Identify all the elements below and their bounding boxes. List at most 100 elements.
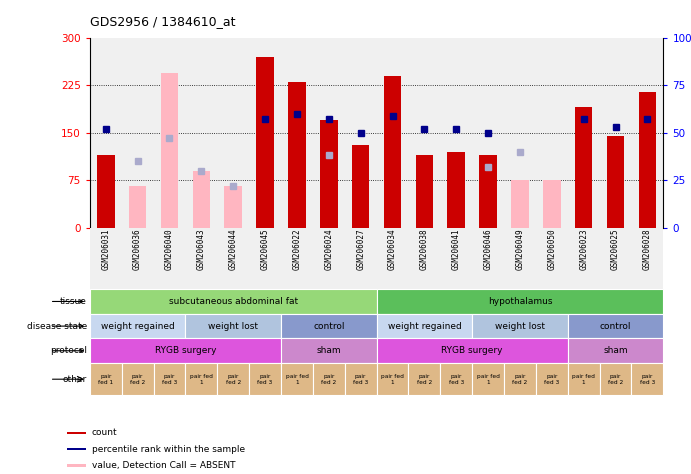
Bar <box>384 76 401 228</box>
Text: count: count <box>92 428 117 438</box>
Bar <box>440 363 472 395</box>
Text: pair
fed 3: pair fed 3 <box>258 374 273 384</box>
Text: GSM206031: GSM206031 <box>102 229 111 270</box>
Text: GSM206038: GSM206038 <box>420 229 429 270</box>
Bar <box>480 155 497 228</box>
Text: pair
fed 2: pair fed 2 <box>512 374 528 384</box>
Bar <box>129 186 146 228</box>
Text: disease state: disease state <box>27 322 87 330</box>
Text: RYGB surgery: RYGB surgery <box>155 346 216 355</box>
Bar <box>90 314 185 338</box>
Text: GSM206046: GSM206046 <box>484 229 493 270</box>
Bar <box>377 314 472 338</box>
Text: pair
fed 3: pair fed 3 <box>448 374 464 384</box>
Text: GDS2956 / 1384610_at: GDS2956 / 1384610_at <box>90 16 236 28</box>
Text: pair fed
1: pair fed 1 <box>381 374 404 384</box>
Bar <box>288 82 305 228</box>
Bar <box>600 363 632 395</box>
Bar <box>568 338 663 363</box>
Text: GSM206024: GSM206024 <box>324 229 333 270</box>
Text: percentile rank within the sample: percentile rank within the sample <box>92 445 245 454</box>
Bar <box>256 57 274 228</box>
Text: GSM206027: GSM206027 <box>356 229 365 270</box>
Text: GSM206041: GSM206041 <box>452 229 461 270</box>
Bar <box>472 314 568 338</box>
Text: pair
fed 2: pair fed 2 <box>225 374 241 384</box>
Bar <box>97 155 115 228</box>
Text: tissue: tissue <box>60 297 87 306</box>
Bar <box>153 363 185 395</box>
Bar <box>185 314 281 338</box>
Bar <box>568 363 600 395</box>
Bar <box>377 338 568 363</box>
Bar <box>193 171 210 228</box>
Bar <box>161 73 178 228</box>
Text: protocol: protocol <box>50 346 87 355</box>
Bar <box>249 363 281 395</box>
Text: GSM206050: GSM206050 <box>547 229 556 270</box>
Bar <box>185 363 217 395</box>
Text: control: control <box>600 322 632 330</box>
Bar <box>68 432 86 434</box>
Text: subcutaneous abdominal fat: subcutaneous abdominal fat <box>169 297 298 306</box>
Text: pair
fed 1: pair fed 1 <box>98 374 113 384</box>
Bar <box>281 314 377 338</box>
Text: GSM206043: GSM206043 <box>197 229 206 270</box>
Text: GSM206049: GSM206049 <box>515 229 524 270</box>
Bar <box>225 186 242 228</box>
Bar <box>511 180 529 228</box>
Bar <box>415 155 433 228</box>
Text: sham: sham <box>603 346 628 355</box>
Text: GSM206045: GSM206045 <box>261 229 269 270</box>
Text: weight lost: weight lost <box>495 322 545 330</box>
Bar <box>638 91 656 228</box>
Text: pair
fed 3: pair fed 3 <box>353 374 368 384</box>
Bar <box>543 180 560 228</box>
Text: GSM206025: GSM206025 <box>611 229 620 270</box>
Text: weight regained: weight regained <box>388 322 462 330</box>
Text: pair fed
1: pair fed 1 <box>572 374 595 384</box>
Text: GSM206036: GSM206036 <box>133 229 142 270</box>
Text: pair fed
1: pair fed 1 <box>477 374 500 384</box>
Text: pair fed
1: pair fed 1 <box>190 374 213 384</box>
Text: GSM206040: GSM206040 <box>165 229 174 270</box>
Text: GSM206022: GSM206022 <box>292 229 301 270</box>
Bar <box>536 363 568 395</box>
Text: weight regained: weight regained <box>101 322 175 330</box>
Text: hypothalamus: hypothalamus <box>488 297 552 306</box>
Bar <box>217 363 249 395</box>
Bar <box>377 363 408 395</box>
Bar <box>377 289 663 314</box>
Text: value, Detection Call = ABSENT: value, Detection Call = ABSENT <box>92 461 235 470</box>
Text: pair
fed 3: pair fed 3 <box>640 374 655 384</box>
Bar <box>90 363 122 395</box>
Bar <box>575 108 592 228</box>
Bar <box>408 363 440 395</box>
Text: other: other <box>63 375 87 383</box>
Bar <box>313 363 345 395</box>
Text: pair
fed 2: pair fed 2 <box>321 374 337 384</box>
Bar <box>632 363 663 395</box>
Bar <box>448 152 465 228</box>
Text: pair
fed 3: pair fed 3 <box>162 374 177 384</box>
Bar <box>345 363 377 395</box>
Text: RYGB surgery: RYGB surgery <box>442 346 503 355</box>
Bar <box>68 448 86 450</box>
Bar <box>281 363 313 395</box>
Text: GSM206028: GSM206028 <box>643 229 652 270</box>
Bar <box>68 464 86 467</box>
Text: sham: sham <box>316 346 341 355</box>
Bar <box>281 338 377 363</box>
Bar <box>504 363 536 395</box>
Bar <box>472 363 504 395</box>
Text: pair
fed 2: pair fed 2 <box>130 374 145 384</box>
Text: control: control <box>313 322 345 330</box>
Text: GSM206044: GSM206044 <box>229 229 238 270</box>
Text: GSM206034: GSM206034 <box>388 229 397 270</box>
Bar <box>122 363 153 395</box>
Text: weight lost: weight lost <box>208 322 258 330</box>
Text: pair fed
1: pair fed 1 <box>285 374 308 384</box>
Text: pair
fed 2: pair fed 2 <box>417 374 432 384</box>
Text: GSM206023: GSM206023 <box>579 229 588 270</box>
Bar <box>568 314 663 338</box>
